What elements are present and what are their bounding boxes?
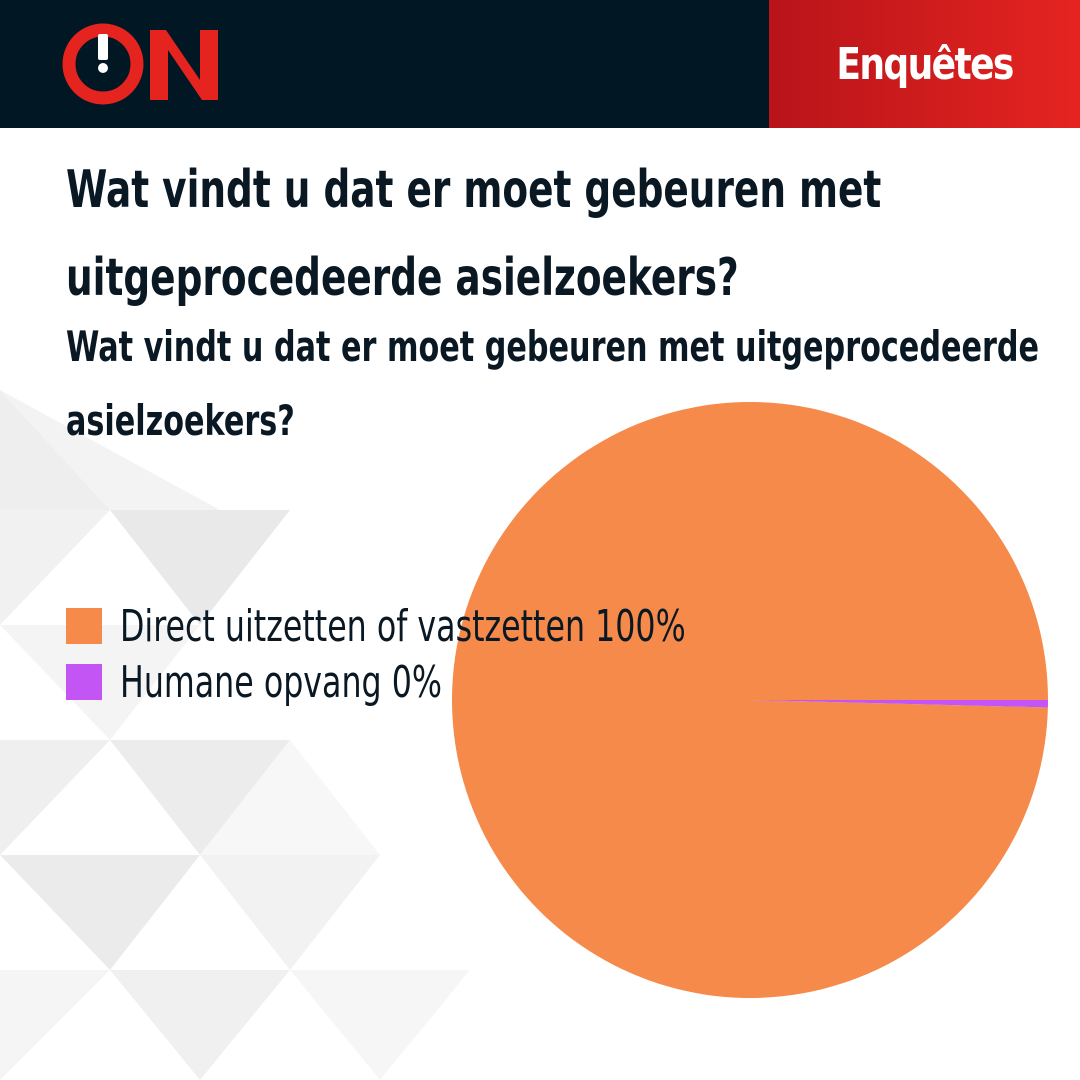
legend-swatch	[66, 608, 102, 644]
legend-item: Direct uitzetten of vastzetten 100%	[66, 598, 906, 654]
section-label: Enquêtes	[836, 38, 1014, 90]
legend-label: Humane opvang 0%	[120, 656, 442, 708]
legend-swatch	[66, 664, 102, 700]
legend-label: Direct uitzetten of vastzetten 100%	[120, 600, 686, 652]
section-tab-enquetes[interactable]: Enquêtes	[769, 0, 1080, 128]
chart-legend: Direct uitzetten of vastzetten 100% Human…	[66, 598, 906, 710]
page-title: Wat vindt u dat er moet gebeuren met uit…	[66, 160, 882, 308]
pie-slice-humane-opvang	[750, 700, 1048, 708]
pie-slice-direct-uitzetten	[452, 402, 1049, 999]
chart-title: Wat vindt u dat er moet gebeuren met uit…	[66, 322, 1040, 445]
header-bar: Enquêtes	[0, 0, 1080, 128]
legend-item: Humane opvang 0%	[66, 654, 906, 710]
on-logo[interactable]	[62, 22, 224, 106]
